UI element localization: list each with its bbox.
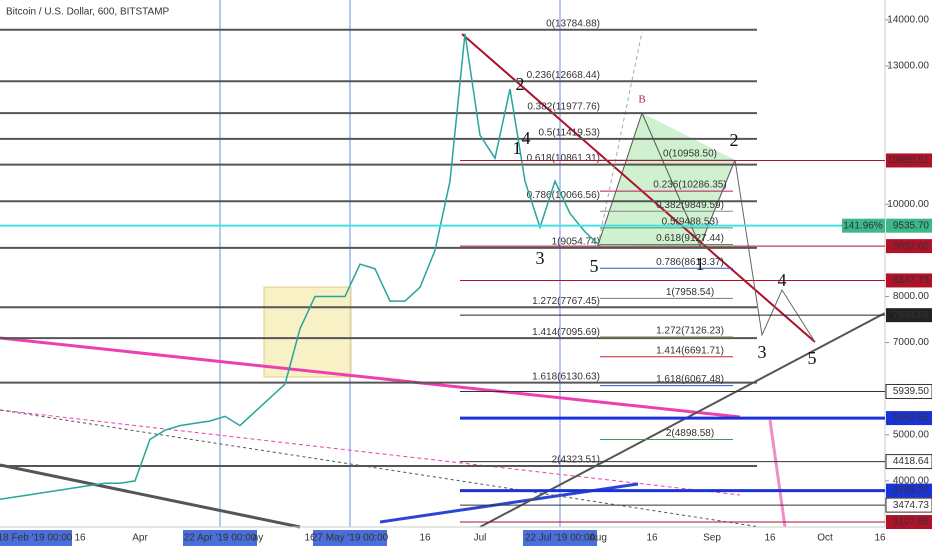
x-tick-label: 16 [74, 533, 86, 544]
fib-label: 1.618(6067.48) [656, 374, 724, 385]
range-box [263, 286, 352, 378]
y-tick-label: 14000.00 [887, 15, 929, 26]
chart-title: Bitcoin / U.S. Dollar, 600, BITSTAMP [6, 7, 170, 18]
fib-label: 1.272(7126.23) [656, 325, 724, 336]
fib-label: 0.618(10861.31) [527, 153, 600, 164]
price-line [0, 33, 601, 501]
trend-line [0, 409, 761, 528]
y-tick-label: 5000.00 [893, 429, 930, 440]
price-tag-label: 3474.73 [893, 500, 930, 511]
wave-label: 1 [696, 254, 705, 274]
fib-label: 1(9054.74) [552, 237, 600, 248]
price-tag-label: 5362.55 [893, 413, 930, 424]
x-tick-label: 16 [764, 533, 776, 544]
trend-line [0, 409, 741, 496]
price-tag-label: 8347.73 [893, 275, 930, 286]
x-tick-label: 16 [646, 533, 658, 544]
fib-label: 1.414(7095.69) [532, 327, 600, 338]
fib-label: 2(4898.58) [666, 428, 714, 439]
y-tick-label: 10000.00 [887, 199, 929, 210]
price-tag [885, 454, 932, 470]
fib-label: 0.382(9849.59) [656, 200, 724, 211]
price-tag-label: 10950.51 [887, 155, 929, 166]
drop-line [768, 419, 787, 528]
wave-label: 1 [513, 138, 522, 158]
x-tick-label: Jul [474, 533, 487, 544]
y-tick-label: 8000.00 [893, 291, 930, 302]
fib-label: 0.618(9127.44) [656, 233, 724, 244]
x-tick-label: 22 Jul '19 00:00 [525, 533, 596, 544]
fib-label: 0(10958.50) [663, 149, 717, 160]
price-tag [886, 411, 932, 426]
fib-label: 0.236(10286.35) [653, 180, 726, 191]
x-tick-label: 27 May '19 00:00 [312, 533, 389, 544]
wave-label: 5 [808, 348, 817, 368]
x-tick-label: Sep [703, 533, 721, 544]
price-tag-label: 5939.50 [893, 386, 930, 397]
pattern-area [598, 113, 735, 246]
price-tag [885, 497, 932, 513]
wave-label: 5 [590, 256, 599, 276]
price-tag [886, 273, 932, 288]
x-tick-label: 16 [419, 533, 431, 544]
x-tick-label: 16 [874, 533, 886, 544]
time-tag [183, 530, 257, 546]
price-tag-label: 3107.65 [893, 517, 930, 528]
price-tag [886, 308, 932, 323]
trend-line [461, 33, 816, 343]
price-tag-label: 3789.37 [893, 485, 930, 496]
fib-label: 0(13784.88) [546, 18, 600, 29]
price-tag-label: 9092.60 [893, 241, 930, 252]
time-tag [0, 530, 72, 546]
price-tag-label: 9535.70 [893, 220, 930, 231]
price-tag [886, 515, 932, 530]
wave-label: 2 [516, 74, 525, 94]
fib-label: 0.786(8613.37) [656, 257, 724, 268]
fib-label: 0.786(10066.56) [527, 190, 600, 201]
fib-label: 1(7958.54) [666, 287, 714, 298]
x-tick-label: Oct [817, 533, 833, 544]
plot-bg [0, 0, 885, 527]
fib-label: 1.272(7767.45) [532, 296, 600, 307]
wave-label: 4 [778, 270, 787, 290]
fib-label: 0.5(11419.53) [538, 127, 600, 138]
trend-line [0, 463, 301, 529]
wave-label: 2 [730, 130, 739, 150]
x-tick-label: ay [253, 533, 264, 544]
fib-label: 0.382(11977.76) [527, 102, 600, 113]
x-tick-label: Aug [589, 533, 607, 544]
fib-label: 2(4323.51) [552, 455, 600, 466]
wave-label: 3 [536, 248, 545, 268]
time-tag [523, 530, 597, 546]
x-tick-label: 22 Apr '19 00:00 [184, 533, 257, 544]
wave-label: 3 [758, 342, 767, 362]
x-tick-label: 16 [304, 533, 316, 544]
y-tick-label: 13000.00 [887, 61, 929, 72]
y-tick-label: 7000.00 [893, 337, 930, 348]
x-tick-label: 18 Feb '19 00:00 [0, 533, 73, 544]
y-tick-label: 4000.00 [893, 476, 930, 487]
trend-line [0, 336, 741, 419]
time-tag [313, 530, 387, 546]
price-tag-label: 4418.64 [893, 456, 930, 467]
price-tag [886, 483, 932, 498]
price-tag [886, 153, 932, 168]
price-tag [886, 239, 932, 254]
price-tag [886, 218, 932, 233]
fib-label: 0.5(9488.53) [662, 217, 719, 228]
price-tag [885, 383, 932, 399]
percent-tag [842, 218, 885, 233]
fib-label: 0.236(12668.44) [527, 70, 600, 81]
x-tick-label: Apr [132, 533, 148, 544]
wave-label: B [638, 94, 645, 106]
price-tag-label: 7594.68 [893, 310, 930, 321]
fib-label: 1.618(6130.63) [532, 371, 600, 382]
wave-label: 4 [522, 128, 531, 148]
fib-label: 1.414(6691.71) [656, 345, 724, 356]
percent-label: 141.96% [843, 220, 883, 231]
